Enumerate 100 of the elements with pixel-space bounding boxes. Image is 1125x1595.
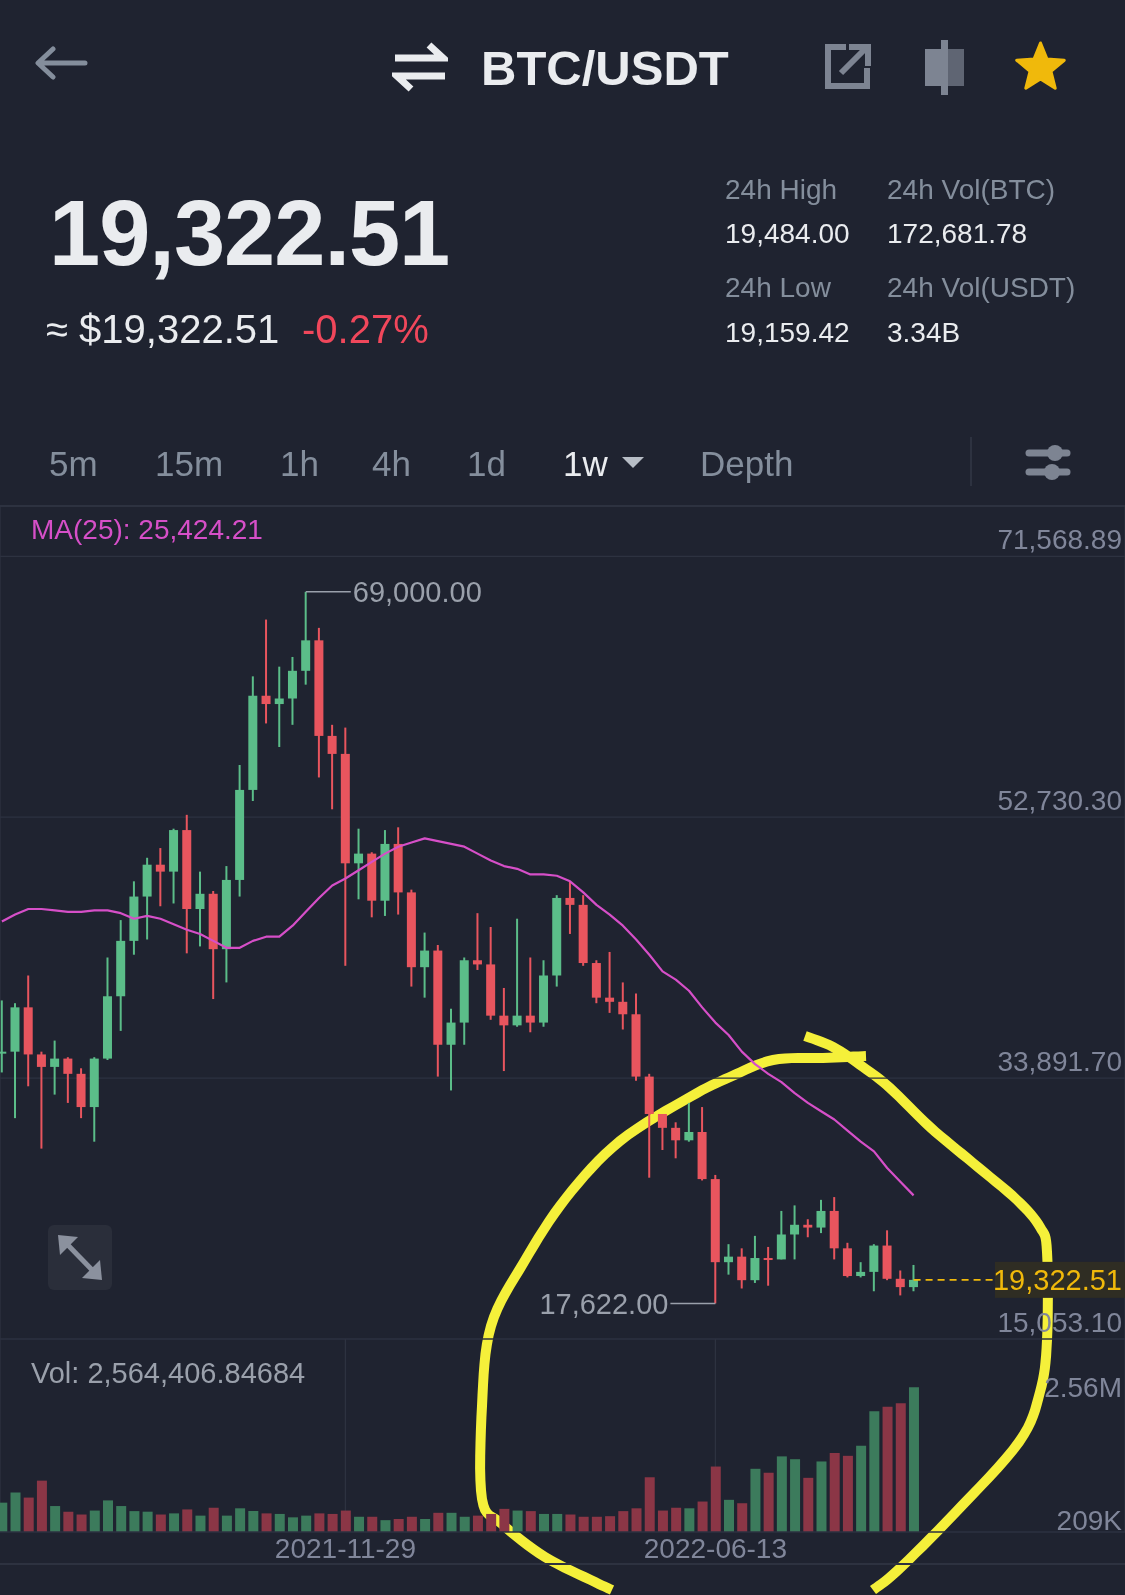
bar [182,1509,193,1532]
bar [116,1506,127,1532]
bar [301,1515,312,1532]
bar [578,1516,589,1532]
text: 172,681.78 [887,217,1028,251]
bar [89,1510,100,1532]
bar [605,1516,616,1532]
x-tick-label: 2022-06-13 [643,1533,788,1565]
bar [869,1411,880,1532]
text: 1h [280,443,319,485]
bar [155,1514,166,1532]
bar [261,1513,272,1532]
text: 24h Low [725,271,831,305]
bar [327,1513,338,1532]
bar [472,1515,483,1532]
bar [274,1513,285,1532]
bar [499,1508,510,1532]
bar [433,1512,444,1532]
text: BTC/USDT [481,39,729,97]
annotation: MA(25): 25,424.21 [31,513,263,547]
bar [367,1516,378,1532]
bar [129,1511,140,1532]
text: 19,159.42 [725,316,850,350]
bar [631,1508,642,1532]
bar [459,1516,470,1532]
bar [829,1452,840,1532]
bar [803,1477,814,1532]
bar [354,1516,365,1532]
bar [287,1517,298,1532]
bar [512,1510,523,1532]
bar [724,1499,734,1532]
text: 3.34B [887,316,961,350]
bar [208,1507,219,1532]
bar [763,1472,774,1532]
text: 24h Vol(BTC) [887,173,1056,207]
bar [684,1508,695,1532]
bar [420,1519,431,1532]
bar [36,1480,47,1532]
text: 24h Vol(USDT) [887,271,1076,305]
bar [618,1511,629,1532]
text: 1d [467,443,506,485]
bar [340,1510,351,1532]
text: ≈ $19,322.51 [46,306,280,353]
bar [671,1507,682,1532]
bar [552,1513,563,1532]
bar [565,1514,576,1532]
bar [380,1520,391,1532]
bar [486,1513,497,1532]
bar [23,1497,34,1532]
bar [882,1406,893,1532]
bar [816,1461,827,1532]
text: 4h [372,443,411,485]
bar [142,1511,153,1532]
bar [790,1459,801,1532]
y-tick-label: 71,568.89 [997,524,1122,556]
bar [50,1506,61,1532]
x-tick-label: 2021-11-29 [274,1533,417,1565]
text: Depth [700,443,794,485]
bar [737,1503,748,1532]
bar [169,1513,180,1532]
bar [393,1519,404,1532]
text: 24h High [725,173,838,207]
bar [591,1516,602,1532]
bar [525,1511,536,1532]
bar [710,1466,721,1532]
annotation: 69,000.00 [352,576,482,609]
text: 15m [155,443,224,485]
bar [856,1445,867,1532]
bar [776,1456,787,1532]
bar [221,1515,232,1532]
text: 5m [49,443,98,485]
y-tick-label: 52,730.30 [997,784,1122,816]
bar [195,1515,206,1532]
bar [248,1511,259,1532]
bar [697,1501,708,1532]
bar [750,1468,761,1532]
bar [446,1512,457,1532]
annotation: Vol: 2,564,406.84684 [31,1355,306,1391]
ref-line-label: 19,322.51 [992,1264,1122,1297]
bar [895,1403,906,1532]
bar [406,1516,417,1532]
y-tick-label: 209K [1056,1505,1123,1537]
y-tick-label: 2.56M [1044,1372,1122,1404]
bar [657,1510,668,1532]
bar [539,1513,550,1532]
bar [314,1513,325,1532]
text: -0.27% [302,306,429,353]
bar [102,1500,113,1532]
bar [76,1514,87,1532]
bar [908,1387,919,1532]
bar [644,1477,655,1532]
bar [63,1511,74,1532]
text: 19,484.00 [725,217,850,251]
annotation: 17,622.00 [539,1287,669,1320]
bar [235,1508,246,1532]
bar [10,1492,21,1532]
y-tick-label: 33,891.70 [997,1045,1122,1077]
text: 1w [563,443,608,485]
text: 19,322.51 [49,181,450,286]
bar [842,1455,853,1532]
